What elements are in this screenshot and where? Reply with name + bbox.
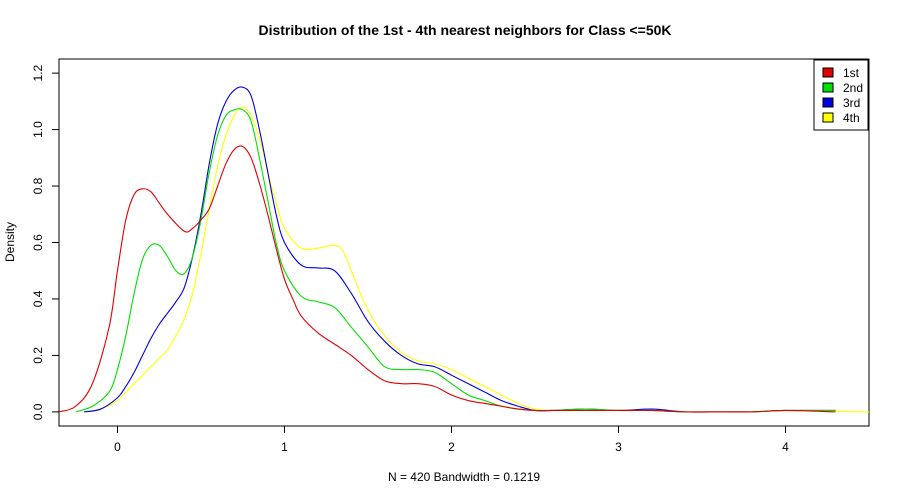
series-line-2nd [75,108,836,413]
y-axis: 0.0 0.2 0.4 0.6 0.8 1.0 1.2 [31,64,60,420]
y-axis-label: Density [3,222,17,262]
chart-title: Distribution of the 1st - 4th nearest ne… [258,22,671,38]
x-axis: 0 1 2 3 4 [114,425,789,454]
x-axis-label: N = 420 Bandwidth = 0.1219 [388,470,540,484]
legend-label: 1st [843,66,860,80]
series-layer [59,86,869,413]
y-tick-label: 0.6 [31,234,45,251]
x-tick-label: 0 [114,440,121,454]
series-line-3rd [83,86,836,413]
y-tick-label: 0.8 [31,177,45,194]
legend-swatch [822,82,834,93]
y-tick-label: 0.0 [31,403,45,420]
x-tick-label: 2 [448,440,455,454]
legend-label: 3rd [843,96,860,110]
legend-swatch [822,67,834,78]
y-tick-label: 1.0 [31,121,45,138]
y-tick-label: 0.4 [31,290,45,307]
x-tick-label: 1 [281,440,288,454]
y-tick-label: 0.2 [31,347,45,364]
legend-swatch [822,112,834,123]
legend-swatch [822,97,834,108]
y-tick-label: 1.2 [31,64,45,81]
legend-label: 2nd [843,81,863,95]
legend-label: 4th [843,111,860,125]
series-line-4th [83,106,869,413]
series-line-1st [59,145,836,413]
legend-box [813,59,869,131]
x-tick-label: 4 [782,440,789,454]
plot-frame [58,58,870,427]
x-tick-label: 3 [615,440,622,454]
